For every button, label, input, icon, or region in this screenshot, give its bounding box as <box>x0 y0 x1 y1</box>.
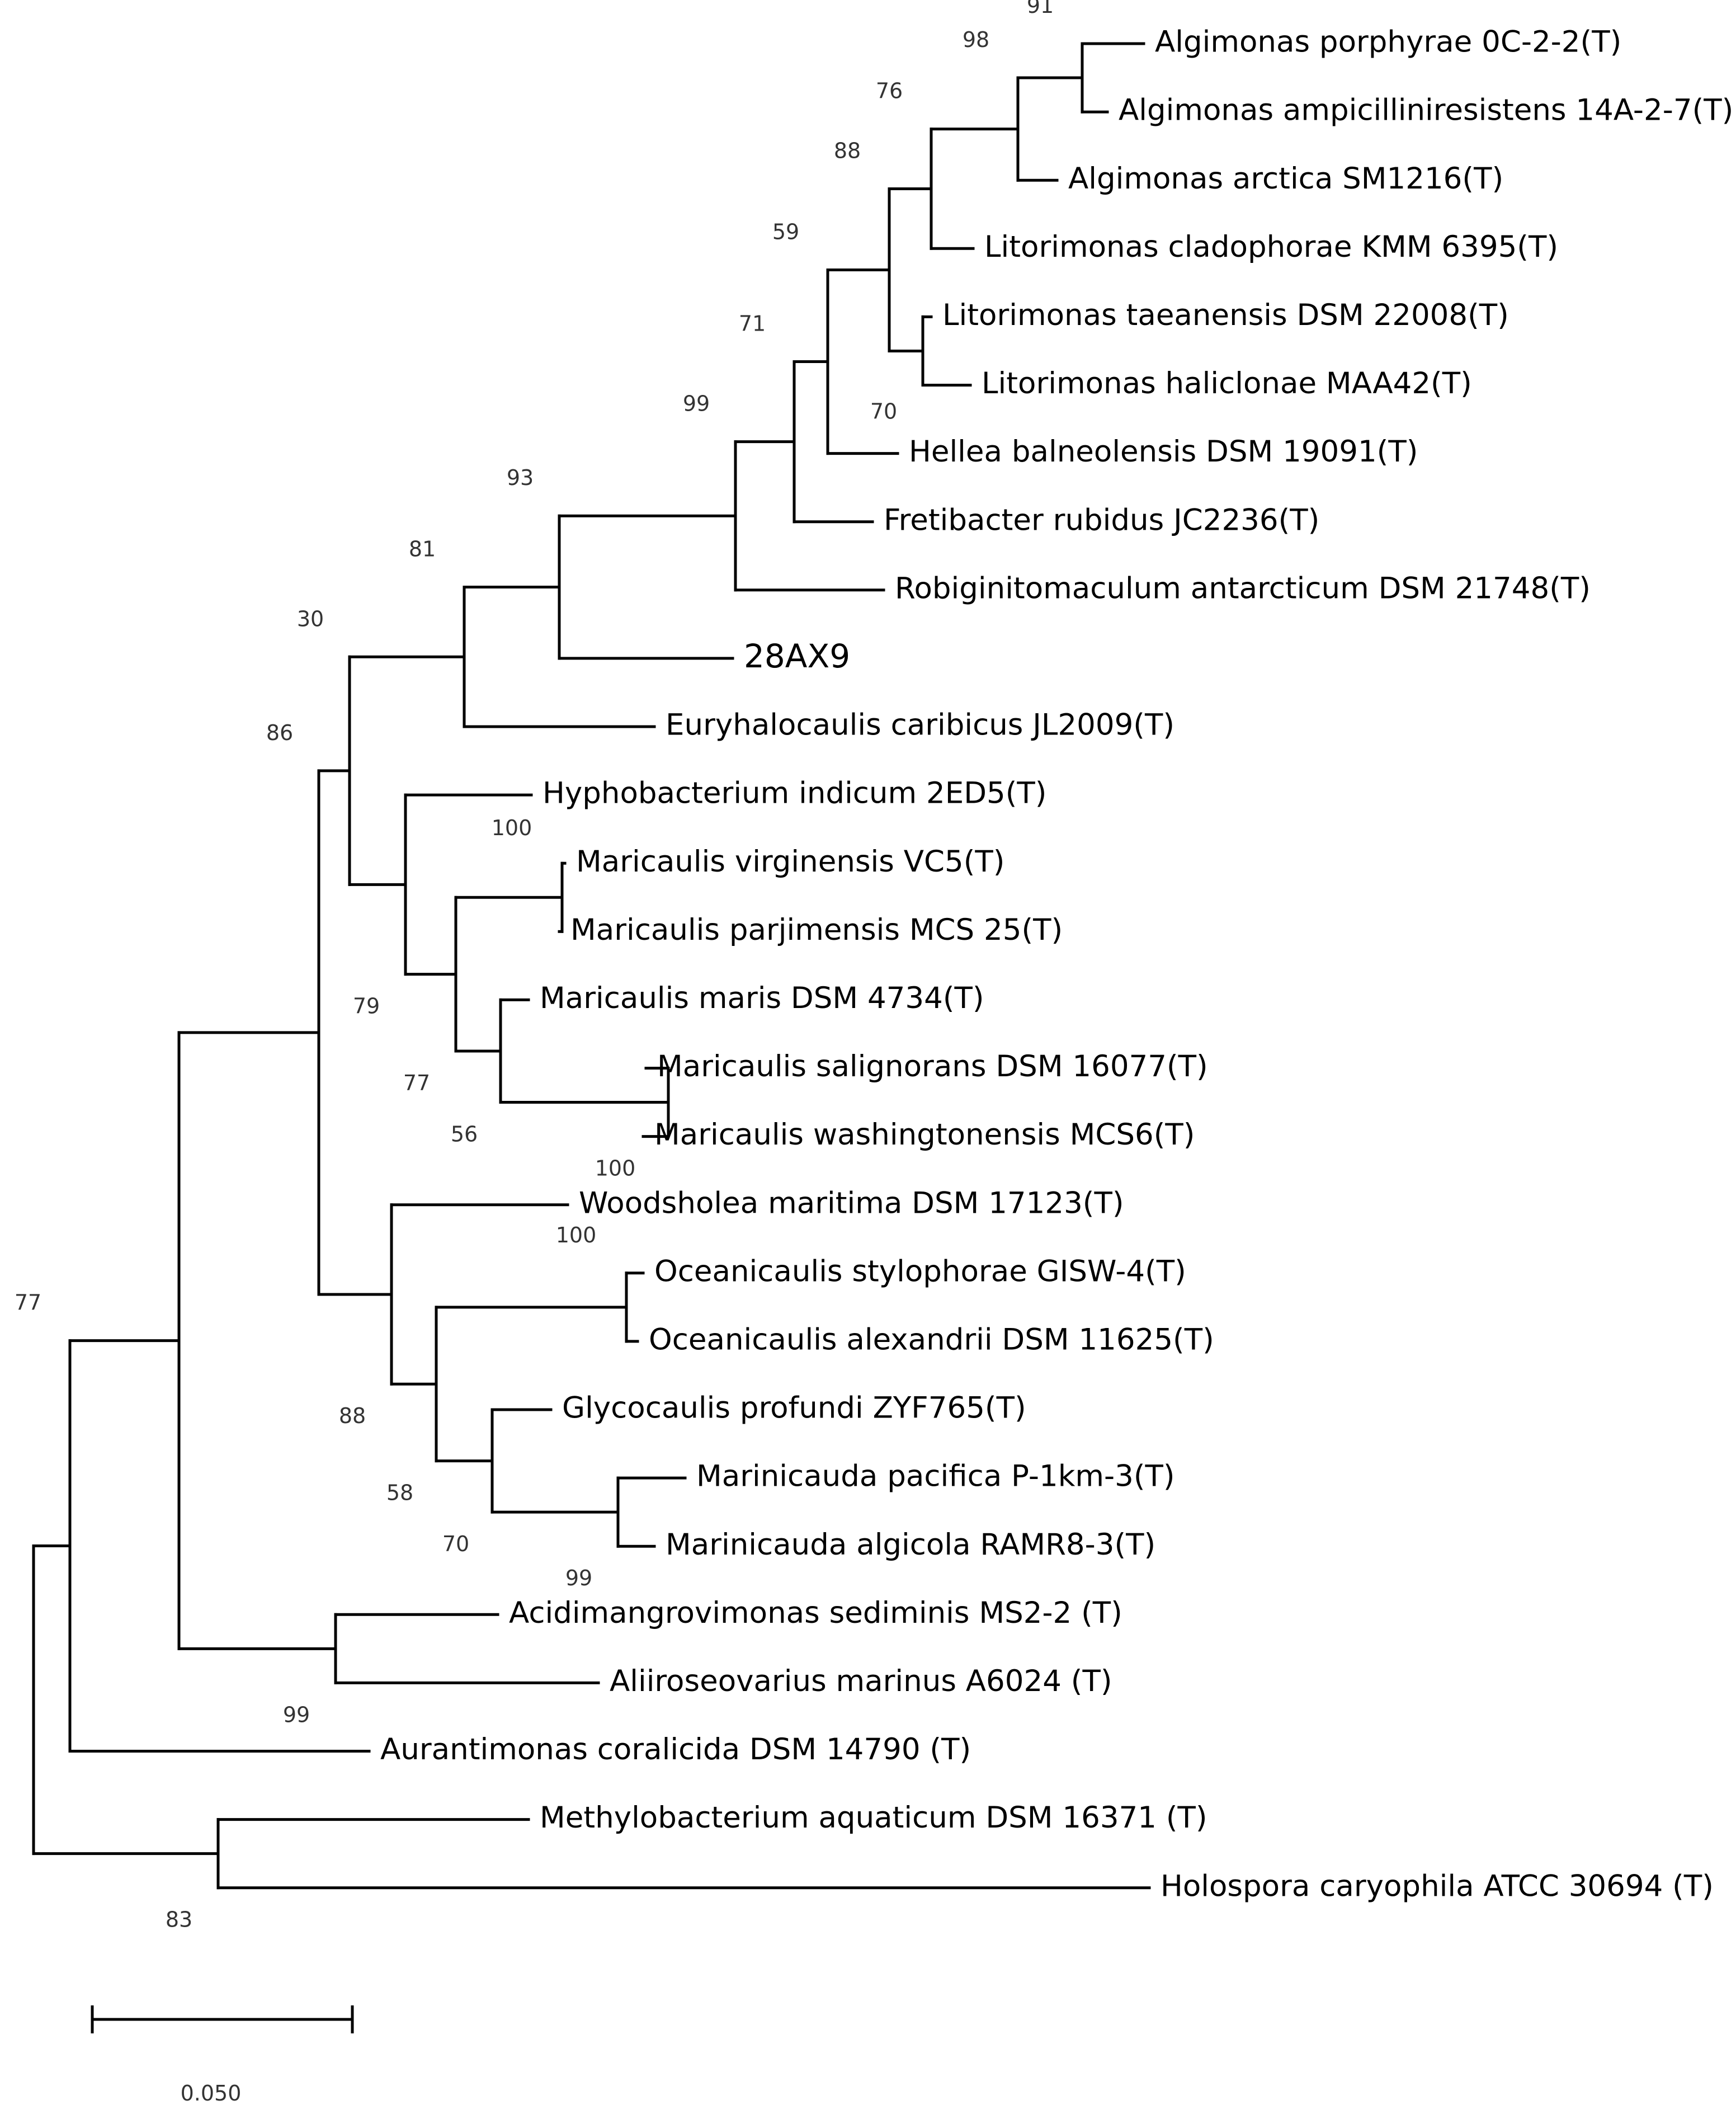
taxon-label: Litorimonas cladophorae KMM 6395(T) <box>984 230 1558 264</box>
bootstrap-value: 93 <box>507 465 534 490</box>
bootstrap-value: 76 <box>876 79 903 103</box>
taxon-label: Marinicauda algicola RAMR8-3(T) <box>666 1528 1155 1562</box>
taxon-label: Marinicauda pacifica P-1km-3(T) <box>696 1459 1175 1494</box>
bootstrap-value: 59 <box>772 219 799 244</box>
taxon-label: Litorimonas taeanensis DSM 22008(T) <box>942 298 1509 332</box>
taxon-label: Maricaulis virginensis VC5(T) <box>576 845 1004 879</box>
bootstrap-value: 83 <box>166 1908 192 1932</box>
taxon-label: Oceanicaulis alexandrii DSM 11625(T) <box>649 1323 1214 1357</box>
taxon-label: Algimonas arctica SM1216(T) <box>1068 162 1503 196</box>
bootstrap-value: 56 <box>451 1122 478 1147</box>
taxon-label: Maricaulis washingtonensis MCS6(T) <box>654 1118 1195 1152</box>
taxon-label: Oceanicaulis stylophorae GISW-4(T) <box>654 1254 1186 1288</box>
taxon-label: Aurantimonas coralicida DSM 14790 (T) <box>380 1732 971 1767</box>
bootstrap-value: 71 <box>739 312 766 336</box>
taxon-label: Woodsholea maritima DSM 17123(T) <box>579 1186 1124 1220</box>
bootstrap-labels: 91 98 76 88 70 59 71 99 93 81 30 100 79 77 56 100 86 100 8… <box>15 0 1054 1932</box>
bootstrap-value: 100 <box>595 1156 636 1181</box>
scale-label: 0.050 <box>181 2081 242 2106</box>
bootstrap-value: 99 <box>565 1566 592 1590</box>
taxon-label: Glycocaulis profundi ZYF765(T) <box>562 1391 1026 1425</box>
taxon-label: Robiginitomaculum antarcticum DSM 21748(… <box>895 571 1591 605</box>
bootstrap-value: 88 <box>339 1404 366 1428</box>
bootstrap-value: 99 <box>283 1702 310 1727</box>
taxon-label: Holospora caryophila ATCC 30694 (T) <box>1161 1869 1714 1903</box>
scale-bar-group: 0.050 <box>91 2005 354 2106</box>
taxon-label: Fretibacter rubidus JC2236(T) <box>884 503 1319 537</box>
taxon-label: Methylobacterium aquaticum DSM 16371 (T) <box>540 1801 1207 1835</box>
bootstrap-value: 91 <box>1027 0 1054 18</box>
taxon-label: Maricaulis parjimensis MCS 25(T) <box>570 913 1063 947</box>
bootstrap-value: 70 <box>442 1532 469 1556</box>
taxon-label: Maricaulis salignorans DSM 16077(T) <box>657 1049 1208 1084</box>
tree-branches <box>32 42 1151 1890</box>
bootstrap-value: 81 <box>409 537 436 562</box>
bootstrap-value: 70 <box>870 399 897 424</box>
bootstrap-value: 100 <box>556 1223 597 1247</box>
taxon-label: Hellea balneolensis DSM 19091(T) <box>909 435 1418 469</box>
bootstrap-value: 58 <box>386 1481 413 1505</box>
bootstrap-value: 98 <box>963 27 989 52</box>
taxon-label: Litorimonas haliclonae MAA42(T) <box>982 366 1472 401</box>
taxon-label: 28AX9 <box>744 637 850 675</box>
bootstrap-value: 79 <box>353 994 380 1019</box>
taxon-label: Acidimangrovimonas sediminis MS2-2 (T) <box>509 1596 1122 1630</box>
bootstrap-value: 86 <box>266 720 293 745</box>
scale-bar <box>91 2005 354 2033</box>
taxon-label: Maricaulis maris DSM 4734(T) <box>540 981 984 1015</box>
bootstrap-value: 77 <box>403 1071 430 1095</box>
taxon-label: Algimonas porphyrae 0C-2-2(T) <box>1155 25 1621 59</box>
bootstrap-value: 30 <box>297 606 324 631</box>
taxon-label: Algimonas ampicilliniresistens 14A-2-7(T… <box>1119 93 1733 128</box>
bootstrap-value: 88 <box>834 138 861 163</box>
taxon-label: Euryhalocaulis caribicus JL2009(T) <box>666 708 1174 742</box>
bootstrap-value: 100 <box>492 816 532 840</box>
taxon-label: Aliiroseovarius marinus A6024 (T) <box>610 1664 1112 1698</box>
taxon-label: Hyphobacterium indicum 2ED5(T) <box>542 776 1046 811</box>
bootstrap-value: 99 <box>683 392 710 416</box>
bootstrap-value: 77 <box>15 1291 41 1315</box>
taxon-labels: Algimonas porphyrae 0C-2-2(T) Algimonas a… <box>380 25 1733 1904</box>
